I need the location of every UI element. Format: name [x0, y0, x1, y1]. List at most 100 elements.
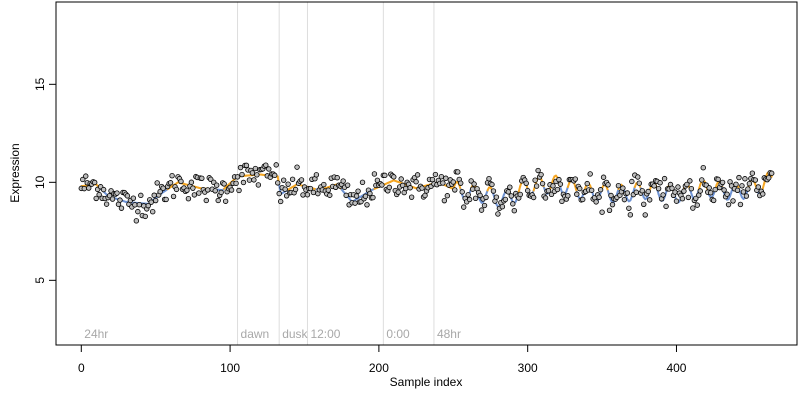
- data-point: [152, 197, 159, 204]
- data-point: [255, 182, 262, 188]
- data-point: [508, 193, 515, 199]
- data-point: [188, 179, 195, 185]
- data-point: [466, 196, 473, 203]
- data-point: [402, 185, 409, 192]
- data-point: [769, 170, 775, 176]
- data-point: [743, 193, 750, 199]
- data-point: [371, 171, 378, 177]
- data-point: [599, 209, 605, 215]
- data-point: [370, 194, 376, 201]
- data-point: [460, 204, 467, 210]
- data-point: [587, 171, 593, 177]
- data-point: [502, 196, 509, 203]
- data-point: [697, 188, 703, 194]
- segment-labels: 24hr dawn dusk 12:00 0:00 48hr: [84, 327, 461, 341]
- data-point: [212, 188, 218, 194]
- data-point: [565, 193, 571, 199]
- data-point: [749, 170, 756, 176]
- data-point: [106, 193, 113, 199]
- data-point: [298, 177, 305, 183]
- data-point: [542, 195, 549, 201]
- data-point: [422, 192, 428, 199]
- data-point: [167, 180, 174, 186]
- data-point: [469, 186, 476, 192]
- x-tick-label: 200: [369, 361, 389, 375]
- data-point: [661, 175, 668, 182]
- data-point: [91, 179, 98, 186]
- data-point: [733, 181, 739, 188]
- data-point: [760, 191, 766, 197]
- data-point: [135, 208, 141, 215]
- data-point: [740, 189, 747, 195]
- data-point: [334, 175, 340, 181]
- data-point: [145, 202, 151, 209]
- data-point: [233, 180, 239, 187]
- data-point: [752, 177, 759, 183]
- data-point: [386, 184, 393, 191]
- x-tick-label: 300: [518, 361, 538, 375]
- data-point: [505, 189, 512, 195]
- data-point: [495, 211, 501, 217]
- data-point: [639, 188, 645, 194]
- data-point: [734, 187, 741, 193]
- data-point: [766, 175, 772, 181]
- data-point: [292, 186, 299, 193]
- data-point: [83, 173, 89, 179]
- data-point: [251, 177, 257, 183]
- y-tick-label: 15: [33, 77, 47, 91]
- data-point: [109, 196, 116, 202]
- data-point: [151, 192, 157, 198]
- data-point: [606, 207, 613, 214]
- data-point: [130, 195, 137, 201]
- data-point: [359, 179, 366, 186]
- data-point: [580, 196, 586, 203]
- data-point: [535, 167, 541, 174]
- data-point: [285, 181, 291, 187]
- data-point: [471, 181, 477, 187]
- data-point: [627, 212, 634, 218]
- data-point: [367, 190, 373, 197]
- data-point: [218, 189, 224, 196]
- data-point: [96, 191, 102, 198]
- data-point: [489, 181, 495, 188]
- data-point: [554, 186, 561, 193]
- data-point: [596, 194, 602, 200]
- data-point: [205, 187, 211, 193]
- data-point: [136, 202, 143, 208]
- data-point: [234, 174, 241, 180]
- data-point: [742, 176, 748, 182]
- data-point: [736, 174, 742, 181]
- data-point: [103, 201, 110, 207]
- data-point: [626, 205, 632, 211]
- data-point: [80, 176, 86, 183]
- data-point: [222, 198, 229, 204]
- data-point: [655, 185, 662, 192]
- x-tick-label: 0: [78, 361, 85, 375]
- data-point: [352, 200, 358, 206]
- data-point: [483, 194, 489, 201]
- data-point: [645, 188, 651, 195]
- data-point: [81, 185, 87, 192]
- data-point: [273, 162, 279, 168]
- data-point: [624, 190, 631, 196]
- data-point: [673, 198, 680, 204]
- segment-label: dusk: [282, 327, 308, 341]
- data-point: [478, 207, 485, 213]
- data-point: [517, 191, 523, 198]
- data-point: [86, 185, 92, 191]
- data-point: [629, 178, 635, 185]
- data-point: [277, 198, 284, 205]
- data-point: [310, 189, 317, 196]
- data-point: [353, 193, 360, 199]
- data-point: [486, 176, 492, 182]
- data-point: [272, 172, 278, 179]
- data-point: [556, 176, 562, 183]
- data-point: [459, 189, 465, 195]
- data-point: [642, 212, 648, 218]
- data-point: [633, 189, 640, 195]
- data-point: [441, 197, 448, 204]
- data-point: [228, 187, 235, 193]
- data-point: [712, 186, 718, 193]
- data-point: [282, 186, 288, 192]
- data-point: [737, 201, 744, 208]
